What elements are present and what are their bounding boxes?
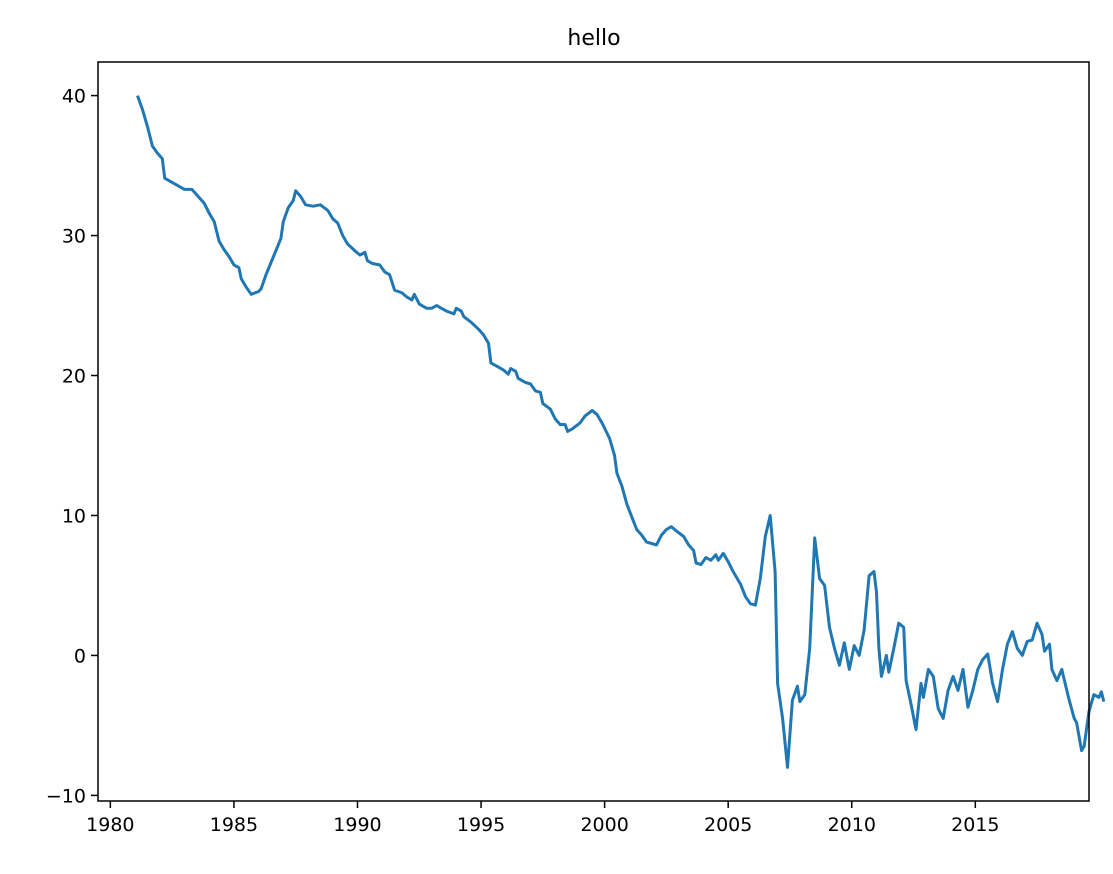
x-tick-label: 1980 — [86, 814, 134, 836]
y-tick-label: −10 — [46, 785, 86, 807]
x-tick-label: 2005 — [704, 814, 752, 836]
y-tick-label: 10 — [62, 505, 86, 527]
y-tick-label: 0 — [74, 645, 86, 667]
y-tick-label: 20 — [62, 366, 86, 388]
x-tick-label: 2000 — [580, 814, 628, 836]
x-tick-label: 2015 — [951, 814, 999, 836]
y-tick-label: 30 — [62, 226, 86, 248]
plot-frame — [97, 61, 1090, 802]
x-tick-label: 2010 — [828, 814, 876, 836]
y-axis-ticks: −10 0 10 20 30 40 — [46, 86, 98, 807]
x-tick-label: 1995 — [457, 814, 505, 836]
x-axis-ticks: 1980 1985 1990 1995 2000 2005 2010 2015 — [86, 801, 999, 836]
series-line — [136, 95, 1106, 769]
x-tick-label: 1985 — [210, 814, 258, 836]
x-tick-label: 1990 — [333, 814, 381, 836]
chart-title: hello — [567, 26, 620, 51]
y-tick-label: 40 — [62, 86, 86, 108]
